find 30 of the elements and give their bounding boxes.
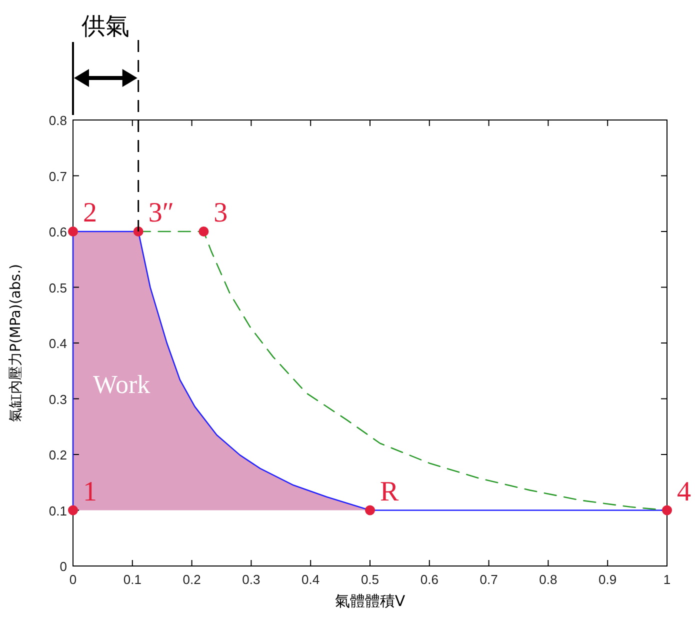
- x-tick-label: 0.2: [182, 572, 201, 587]
- x-tick-label: 1: [663, 572, 671, 587]
- y-tick-label: 0.2: [48, 448, 67, 462]
- x-tick-label: 0.8: [539, 572, 558, 587]
- x-tick-label: 0: [69, 572, 77, 587]
- y-tick-label: 0.4: [48, 336, 67, 351]
- annotation: 4: [677, 476, 691, 508]
- y-tick-label: 0.8: [48, 113, 67, 128]
- annotation: 3″: [148, 198, 174, 228]
- annotation: Work: [93, 370, 150, 399]
- y-tick-label: 0.7: [48, 168, 67, 184]
- y-axis-title: 氣缸內壓力P(MPa)(abs.): [8, 264, 24, 422]
- y-tick-label: 0.3: [48, 392, 67, 407]
- y-tick-label: 0.5: [48, 280, 67, 296]
- annotation: R: [380, 476, 399, 508]
- y-tick-label: 0.6: [48, 224, 67, 240]
- x-tick-label: 0.3: [242, 572, 260, 587]
- x-tick-label: 0.4: [302, 572, 320, 587]
- x-axis-title: 氣體體積V: [334, 592, 406, 610]
- y-tick-label: 0: [60, 559, 67, 574]
- annotation: 3: [214, 198, 228, 228]
- x-tick-label: 0.6: [420, 572, 438, 587]
- x-tick-label: 0.1: [123, 572, 142, 587]
- x-tick-label: 0.7: [480, 572, 498, 587]
- annotation: 1: [83, 476, 97, 508]
- annotation: 2: [83, 198, 97, 228]
- x-tick-label: 0.5: [360, 572, 380, 587]
- y-tick-label: 0.1: [48, 503, 67, 518]
- ref-line-label: 供氣: [82, 12, 130, 40]
- x-tick-label: 0.9: [598, 572, 617, 587]
